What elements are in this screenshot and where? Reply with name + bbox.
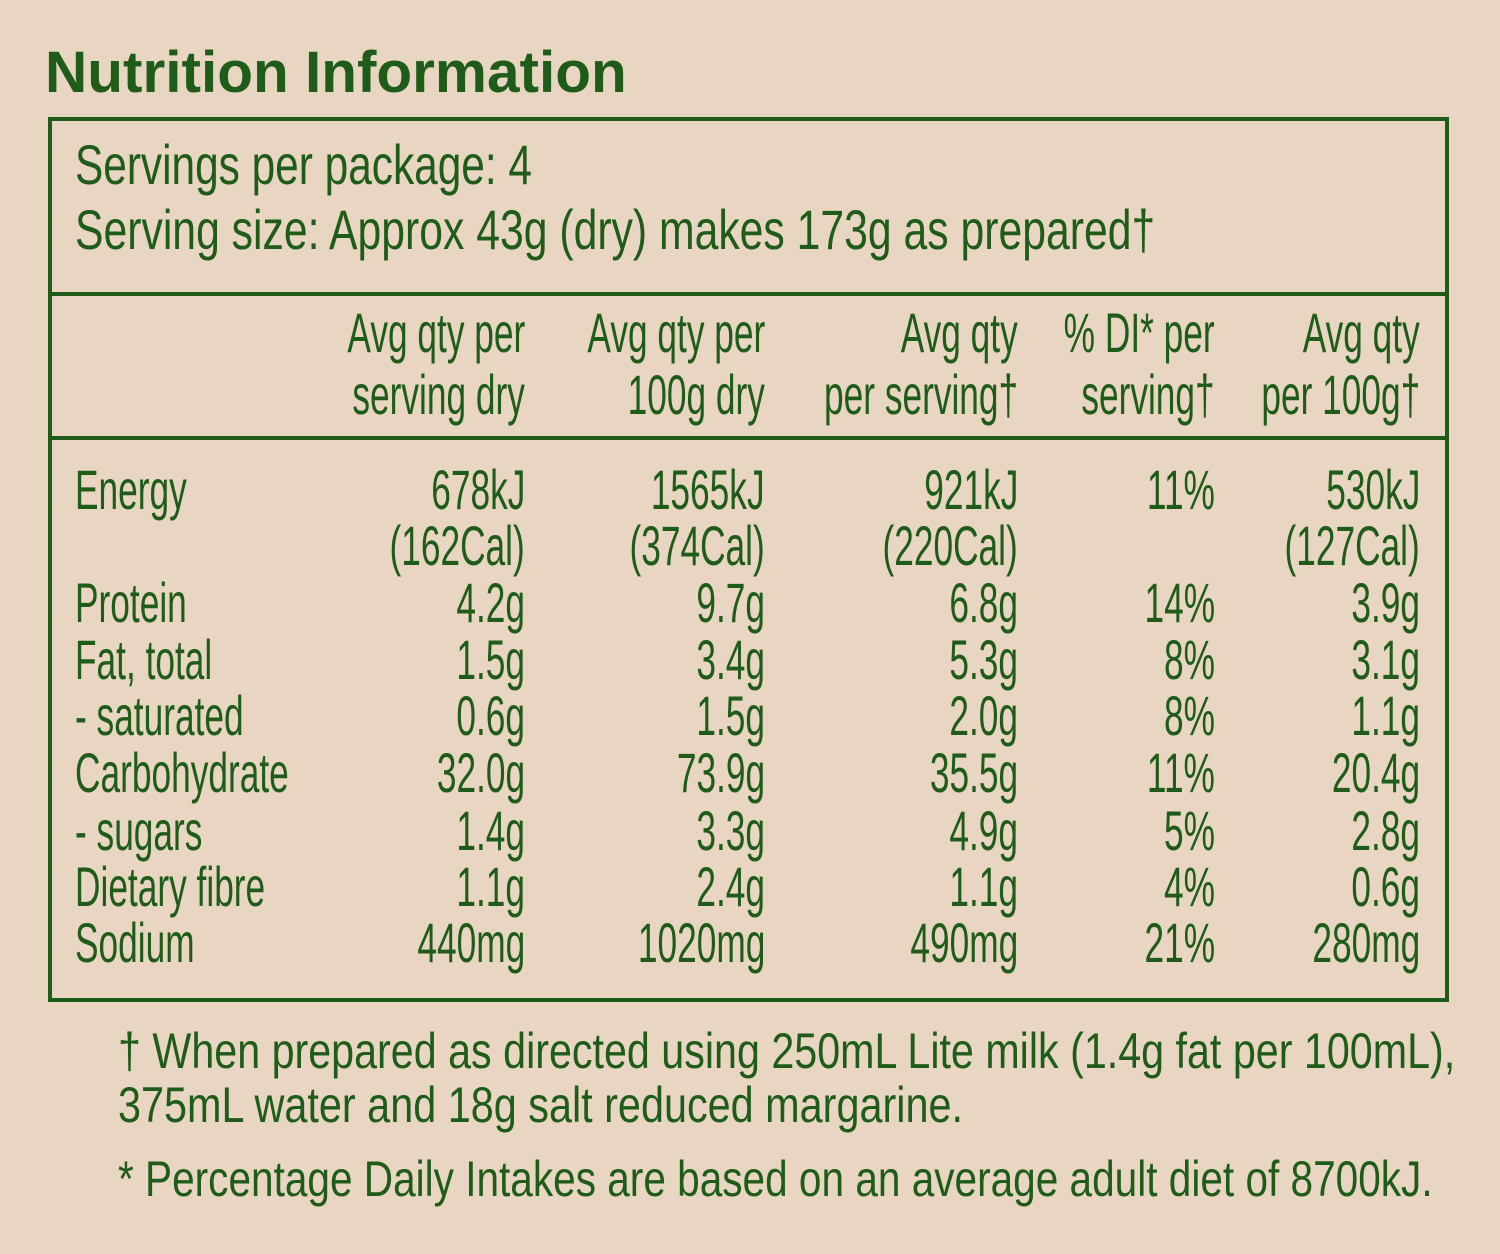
cell-value: 1.1g <box>1351 684 1420 747</box>
cell-value: 678kJ <box>430 458 525 521</box>
cell-value: 1.4g <box>456 799 525 862</box>
cell-value: 8% <box>1164 628 1215 691</box>
row-label: - sugars <box>75 799 203 862</box>
cell-value: 530kJ <box>1325 458 1420 521</box>
cell-value: 11% <box>1146 458 1215 521</box>
nutrition-table <box>48 117 1449 1002</box>
cell-value: 1.1g <box>949 855 1018 918</box>
column-header: serving† <box>1081 363 1215 426</box>
cell-value: 2.0g <box>949 684 1018 747</box>
cell-value: 921kJ <box>923 458 1018 521</box>
cell-value: 440mg <box>417 911 525 974</box>
column-header: 100g dry <box>627 363 765 426</box>
cell-value: 2.8g <box>1351 799 1420 862</box>
servings-per-package: Servings per package: 4 <box>75 133 532 196</box>
row-label: Dietary fibre <box>75 855 266 918</box>
cell-value: 3.1g <box>1351 628 1420 691</box>
divider <box>48 436 1445 440</box>
cell-value: 73.9g <box>676 741 765 804</box>
cell-value: 3.3g <box>696 799 765 862</box>
cell-value-secondary: (162Cal) <box>389 514 525 577</box>
footnote-prepared-cont: 375mL water and 18g salt reduced margari… <box>118 1077 963 1133</box>
row-label: Protein <box>75 571 187 634</box>
divider <box>48 292 1445 296</box>
cell-value: 8% <box>1164 684 1215 747</box>
cell-value: 1.1g <box>456 855 525 918</box>
column-header: Avg qty <box>900 301 1018 364</box>
cell-value: 14% <box>1144 571 1215 634</box>
cell-value: 4.2g <box>456 571 525 634</box>
cell-value: 20.4g <box>1331 741 1420 804</box>
column-header: serving dry <box>352 363 525 426</box>
cell-value-secondary: (374Cal) <box>629 514 765 577</box>
cell-value: 0.6g <box>1351 855 1420 918</box>
cell-value: 1.5g <box>456 628 525 691</box>
cell-value: 21% <box>1144 911 1215 974</box>
cell-value-secondary: (127Cal) <box>1284 514 1420 577</box>
cell-value: 11% <box>1146 741 1215 804</box>
row-label: - saturated <box>75 684 244 747</box>
column-header: per serving† <box>823 363 1018 426</box>
cell-value: 4% <box>1164 855 1215 918</box>
column-header: Avg qty per <box>347 301 525 364</box>
cell-value: 4.9g <box>949 799 1018 862</box>
cell-value: 1020mg <box>637 911 765 974</box>
column-header: % DI* per <box>1064 301 1215 364</box>
cell-value: 1565kJ <box>651 458 765 521</box>
row-label: Fat, total <box>75 628 213 691</box>
cell-value: 35.5g <box>929 741 1018 804</box>
cell-value: 3.9g <box>1351 571 1420 634</box>
cell-value-secondary: (220Cal) <box>882 514 1018 577</box>
cell-value: 5% <box>1164 799 1215 862</box>
footnote-daily-intake: * Percentage Daily Intakes are based on … <box>118 1151 1433 1207</box>
page-title: Nutrition Information <box>45 40 627 105</box>
serving-size: Serving size: Approx 43g (dry) makes 173… <box>75 198 1156 261</box>
cell-value: 0.6g <box>456 684 525 747</box>
cell-value: 6.8g <box>949 571 1018 634</box>
column-header: Avg qty per <box>587 301 765 364</box>
cell-value: 3.4g <box>696 628 765 691</box>
row-label: Energy <box>75 458 187 521</box>
cell-value: 32.0g <box>436 741 525 804</box>
cell-value: 5.3g <box>949 628 1018 691</box>
cell-value: 490mg <box>910 911 1018 974</box>
column-header: Avg qty <box>1302 301 1420 364</box>
footnote-prepared: † When prepared as directed using 250mL … <box>118 1023 1456 1079</box>
row-label: Carbohydrate <box>75 741 289 804</box>
cell-value: 9.7g <box>696 571 765 634</box>
cell-value: 2.4g <box>696 855 765 918</box>
cell-value: 280mg <box>1312 911 1420 974</box>
cell-value: 1.5g <box>696 684 765 747</box>
column-header: per 100g† <box>1261 363 1420 426</box>
row-label: Sodium <box>75 911 195 974</box>
